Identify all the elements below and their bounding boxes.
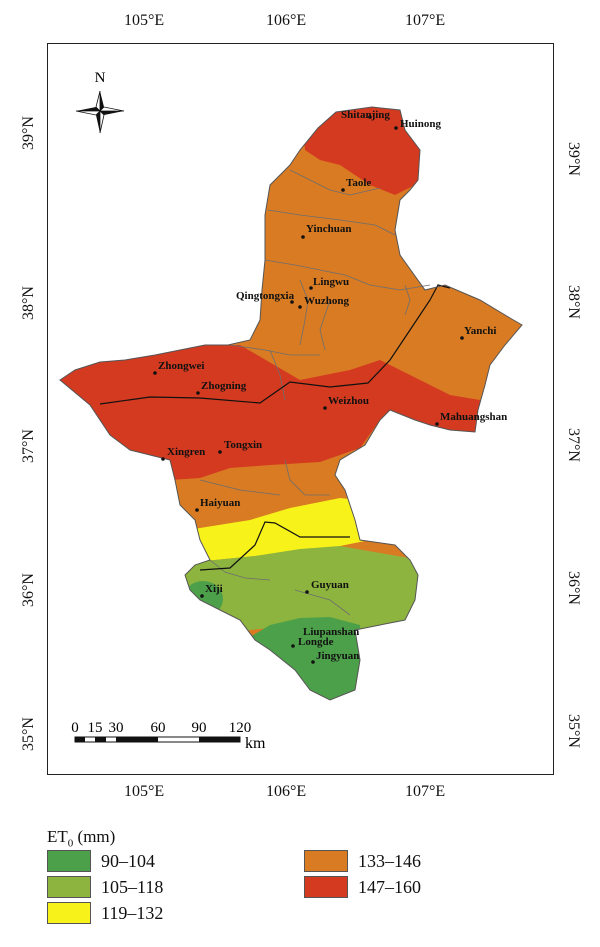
label-shitanjing: Shitanjing [341,109,390,121]
legend-item-105-118: 105–118 [47,875,163,899]
legend-item-133-146: 133–146 [304,849,421,873]
top-tick-106e: 106°E [266,12,307,29]
bottom-tick-107e: 107°E [405,783,446,800]
legend-swatch-105-118 [47,876,91,898]
scale-tick-120: 120 [229,720,252,736]
label-qingtongxia: Qingtongxia [236,290,295,302]
north-arrow-w-light [75,110,101,116]
label-yinchuan: Yinchuan [306,223,351,235]
scale-unit: km [245,735,266,752]
legend-item-90-104: 90–104 [47,849,155,873]
label-xingren: Xingren [167,446,205,458]
top-tick-107e: 107°E [405,12,446,29]
label-jingyuan: Jingyuan [316,650,359,662]
county-boundaries [199,169,431,616]
legend-label-105-118: 105–118 [101,876,164,897]
legend-item-119-132: 119–132 [47,901,163,925]
legend-title-main: ET [47,827,68,846]
scale-bar: 0 15 30 60 90 120 km [71,720,266,752]
legend-title-unit: (mm) [73,827,116,846]
label-xiji: Xiji [205,583,223,595]
legend-item-147-160: 147–160 [304,875,421,899]
legend-swatch-133-146 [304,850,348,872]
legend-swatch-90-104 [47,850,91,872]
label-huinong: Huinong [400,118,441,130]
legend-label-147-160: 147–160 [358,876,421,897]
label-weizhou: Weizhou [328,395,369,407]
label-wuzhong: Wuzhong [304,295,350,307]
north-arrow-e-dark [100,111,124,115]
label-tongxin: Tongxin [224,439,262,451]
label-guyuan: Guyuan [311,579,349,591]
label-zhogning: Zhogning [201,380,247,392]
label-mahuangshan: Mahuangshan [440,411,507,423]
legend-swatch-147-160 [304,876,348,898]
scale-tick-90: 90 [192,720,207,736]
bottom-tick-105e: 105°E [124,783,165,800]
label-longde: Longde [298,636,334,648]
legend-title: ET0 (mm) [47,827,115,849]
north-arrow-w-dark [76,107,100,111]
region-outline [59,106,523,701]
north-arrow-e-light [99,106,125,112]
scale-tick-30: 30 [109,720,124,736]
legend-title-sub: 0 [67,837,74,850]
legend-label-133-146: 133–146 [358,850,421,871]
legend-label-90-104: 90–104 [101,850,155,871]
north-arrow-label: N [95,70,106,86]
label-lingwu: Lingwu [313,276,349,288]
legend-swatch-119-132 [47,902,91,924]
label-zhongwei: Zhongwei [158,360,204,372]
label-haiyuan: Haiyuan [200,497,240,509]
bottom-tick-106e: 106°E [266,783,307,800]
zone-147-160-north [300,107,425,195]
label-taole: Taole [346,177,371,189]
north-arrow: N [75,70,125,134]
great-wall-lines [99,284,451,571]
scale-tick-60: 60 [151,720,166,736]
north-arrow-s-dark [96,111,100,133]
legend-label-119-132: 119–132 [101,902,164,923]
top-tick-105e: 105°E [124,12,165,29]
zone-147-160-central [60,345,480,480]
label-liupanshan: Liupanshan [303,626,359,638]
scale-tick-0: 0 [71,720,79,736]
place-labels: Shitanjing Huinong Taole Yinchuan Lingwu… [153,109,507,664]
label-yanchi: Yanchi [464,325,496,337]
scale-tick-15: 15 [88,720,103,736]
north-arrow-n-dark [100,91,104,111]
